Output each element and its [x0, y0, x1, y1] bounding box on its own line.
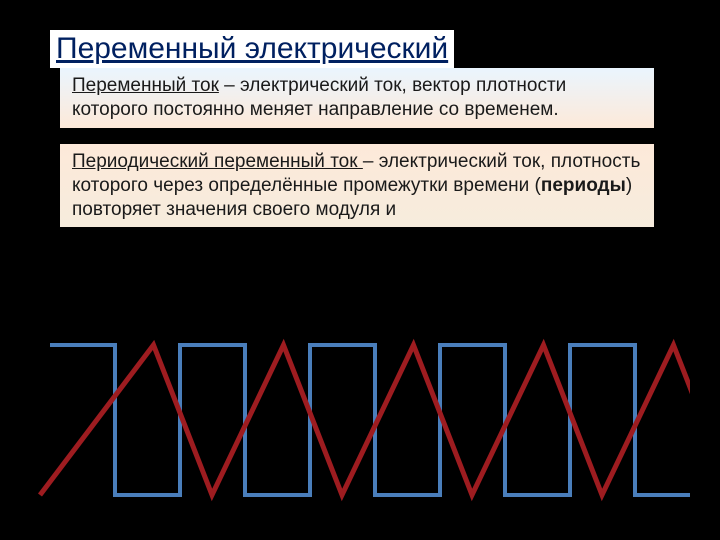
- definition-box-2: Периодический переменный ток – электриче…: [60, 144, 654, 227]
- definition-box-1: Переменный ток – электрический ток, вект…: [60, 68, 654, 128]
- term-2: Периодический переменный ток: [72, 151, 363, 172]
- triangle-wave: [40, 345, 690, 495]
- waveform-chart: [30, 320, 690, 520]
- term-1: Переменный ток: [72, 75, 219, 96]
- page-title: Переменный электрический: [50, 30, 454, 68]
- definition-2-bold: периоды: [541, 175, 626, 196]
